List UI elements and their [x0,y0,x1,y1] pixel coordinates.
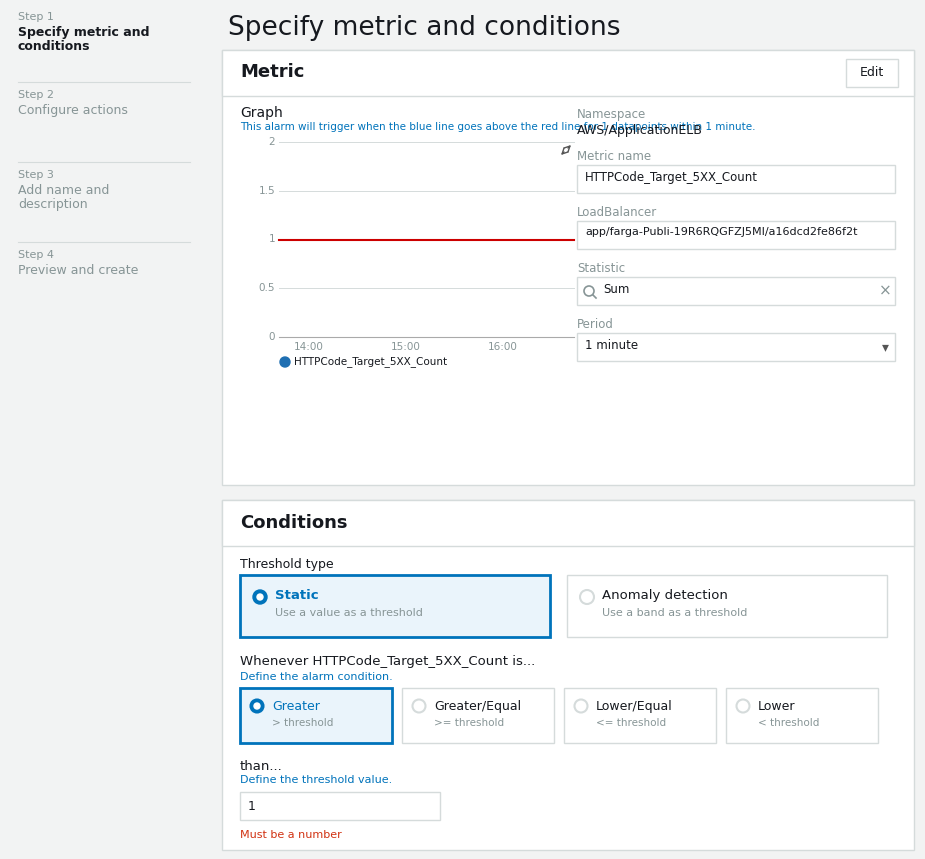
Text: Namespace: Namespace [577,108,647,121]
Text: 1: 1 [268,235,275,245]
Bar [846,59,898,87]
Text: Define the alarm condition.: Define the alarm condition. [240,672,393,682]
Bar [222,50,914,96]
Text: 2: 2 [268,137,275,147]
Bar [240,688,392,743]
Bar [564,688,716,743]
Text: Lower: Lower [758,700,796,713]
Circle shape [253,590,267,604]
Text: 0.5: 0.5 [258,283,275,293]
Text: Static: Static [275,589,318,602]
Bar [0,0,215,859]
Text: Greater/Equal: Greater/Equal [434,700,521,713]
Text: Conditions: Conditions [240,514,348,532]
Text: Threshold type: Threshold type [240,558,334,571]
Bar [402,688,554,743]
Text: Step 1: Step 1 [18,12,54,22]
Circle shape [280,357,290,367]
Text: > threshold: > threshold [272,718,333,728]
Text: Specify metric and conditions: Specify metric and conditions [228,15,621,41]
Text: 1: 1 [248,800,256,813]
Text: 15:00: 15:00 [391,342,421,352]
Text: AWS/ApplicationELB: AWS/ApplicationELB [577,124,703,137]
Text: 1 minute: 1 minute [585,339,638,352]
Text: ▾: ▾ [882,340,889,354]
Text: Define the threshold value.: Define the threshold value. [240,775,392,785]
Text: 1.5: 1.5 [258,186,275,196]
Text: Must be a number: Must be a number [240,830,341,840]
Text: Statistic: Statistic [577,262,625,275]
Text: 16:00: 16:00 [488,342,518,352]
Text: Graph: Graph [240,106,283,120]
Text: Step 4: Step 4 [18,250,54,260]
Text: Metric name: Metric name [577,150,651,163]
Text: HTTPCode_Target_5XX_Count: HTTPCode_Target_5XX_Count [294,356,447,367]
Text: ×: × [879,283,892,298]
Bar [567,575,887,637]
Text: than...: than... [240,760,283,773]
Text: app/farga-Publi-19R6RQGFZJ5MI/a16dcd2fe86f2t: app/farga-Publi-19R6RQGFZJ5MI/a16dcd2fe8… [585,227,857,237]
Bar [726,688,878,743]
Bar [577,165,895,193]
Text: >= threshold: >= threshold [434,718,504,728]
Text: Lower/Equal: Lower/Equal [596,700,672,713]
Text: < threshold: < threshold [758,718,820,728]
Text: Period: Period [577,318,614,331]
Text: This alarm will trigger when the blue line goes above the red line for 1 datapoi: This alarm will trigger when the blue li… [240,122,756,132]
Text: 14:00: 14:00 [293,342,324,352]
Bar [240,792,440,820]
Circle shape [257,594,263,600]
Text: conditions: conditions [18,40,91,53]
Bar [222,500,914,850]
Text: Whenever HTTPCode_Target_5XX_Count is...: Whenever HTTPCode_Target_5XX_Count is... [240,655,536,668]
Text: LoadBalancer: LoadBalancer [577,206,658,219]
Bar [222,50,914,485]
Text: Step 3: Step 3 [18,170,54,180]
Bar [577,333,895,361]
Text: 0: 0 [268,332,275,342]
Text: HTTPCode_Target_5XX_Count: HTTPCode_Target_5XX_Count [585,171,758,184]
Text: <= threshold: <= threshold [596,718,666,728]
Bar [577,277,895,305]
Circle shape [251,699,264,712]
Text: Use a value as a threshold: Use a value as a threshold [275,608,423,618]
Bar [240,575,550,637]
Circle shape [254,703,260,709]
Bar [577,221,895,249]
Text: Configure actions: Configure actions [18,104,128,117]
Bar [222,500,914,546]
Text: Anomaly detection: Anomaly detection [602,589,728,602]
Text: Metric: Metric [240,63,304,81]
Text: Edit: Edit [860,66,884,80]
Text: Preview and create: Preview and create [18,264,139,277]
Text: Greater: Greater [272,700,320,713]
Text: Sum: Sum [603,283,629,296]
Text: Use a band as a threshold: Use a band as a threshold [602,608,747,618]
Text: Add name and: Add name and [18,184,109,197]
Text: Step 2: Step 2 [18,90,54,100]
Text: description: description [18,198,88,211]
Text: Specify metric and: Specify metric and [18,26,150,39]
